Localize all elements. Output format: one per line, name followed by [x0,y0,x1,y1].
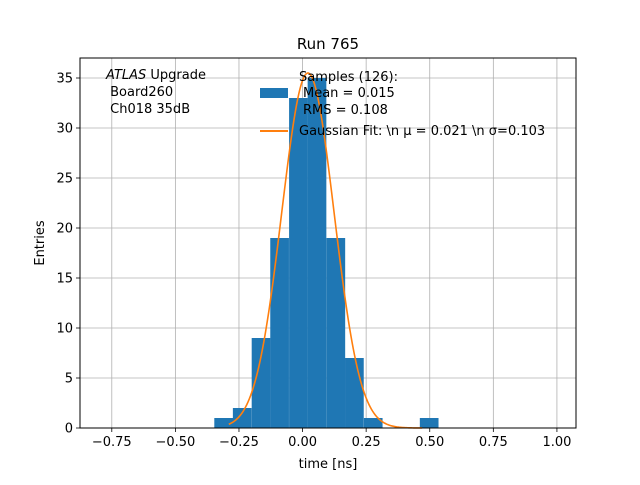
y-tick-label-1: 5 [65,372,73,387]
y-tick-label-2: 10 [56,322,73,337]
x-tick-label-6: 0.75 [479,435,508,450]
histogram-bar-2 [251,338,271,428]
legend-fit-label: Gaussian Fit: \n μ = 0.021 \n σ=0.103 [299,124,545,139]
y-tick-label-7: 35 [56,72,73,87]
histogram-bar-0 [214,418,233,428]
y-tick-label-6: 30 [56,122,73,137]
x-tick-label-3: 0.00 [288,435,317,450]
histogram-bar-3 [270,238,289,428]
channel-label: Ch018 35dB [106,102,190,117]
atlas-label: ATLAS [105,68,146,83]
y-tick-label-5: 25 [56,172,73,187]
legend: Samples (126): Mean = 0.015 RMS = 0.108 … [260,70,545,139]
histogram-bar-1 [232,408,252,428]
atlas-annotation-line1: ATLAS Upgrade [105,68,206,83]
legend-samples-swatch [260,88,288,98]
histogram-bar-11 [419,418,439,428]
histogram-bar-7 [345,358,364,428]
gaussian-fit-curve [228,72,423,429]
x-tick-label-7: 1.00 [542,435,571,450]
upgrade-label: Upgrade [146,68,206,83]
x-tick-label-4: 0.25 [352,435,381,450]
axes-frame [79,57,577,429]
legend-mean-label: Mean = 0.015 [303,86,395,101]
legend-rms-label: RMS = 0.108 [303,103,388,118]
histogram-bar-4 [289,98,308,428]
chart-title: Run 765 [297,35,359,53]
histogram-bar-5 [307,78,327,428]
x-tick-label-5: 0.50 [415,435,444,450]
y-tick-label-0: 0 [65,422,73,437]
histogram-bar-6 [326,238,346,428]
x-axis-ticks: −0.75 −0.50 −0.25 0.00 0.25 0.50 0.75 1.00 [92,428,571,450]
x-tick-label-0: −0.75 [92,435,132,450]
x-axis-label: time [ns] [299,457,358,472]
y-tick-label-3: 15 [56,272,73,287]
histogram-bar-8 [363,418,383,428]
legend-samples-label: Samples (126): [299,70,398,85]
board-label: Board260 [106,85,173,100]
x-tick-label-1: −0.50 [155,435,195,450]
y-axis-label: Entries [33,220,48,266]
gaussian-fit [228,72,423,429]
x-tick-label-2: −0.25 [219,435,259,450]
histogram-bars [214,78,439,428]
y-tick-label-4: 20 [56,222,73,237]
y-axis-ticks: 0 5 10 15 20 25 30 35 [56,72,80,437]
